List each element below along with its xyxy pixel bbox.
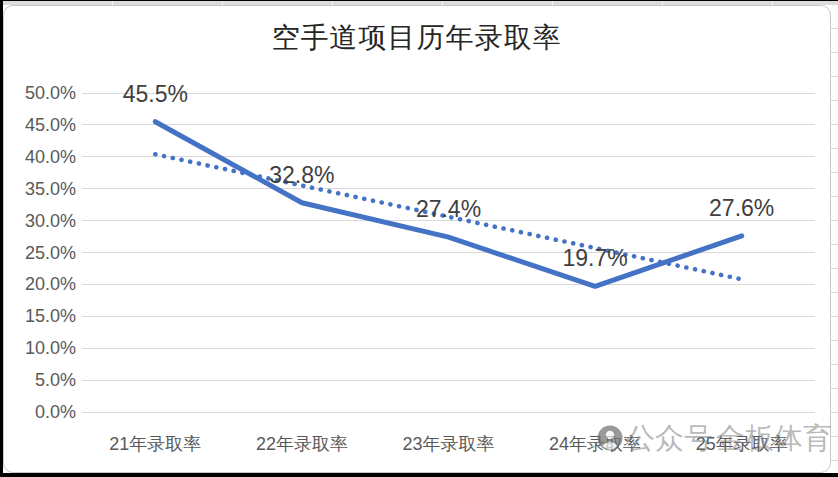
gridline [82,93,815,94]
x-axis-category-label: 23年录取率 [402,433,494,455]
data-point-label: 27.4% [416,197,481,221]
y-axis-tick-label: 0.0% [4,402,76,422]
gridline [82,188,815,189]
x-axis-category-label: 21年录取率 [109,433,201,455]
data-point-label: 27.6% [709,196,774,220]
y-axis-tick-label: 50.0% [4,83,76,103]
chart-title: 空手道项目历年录取率 [3,19,830,57]
y-axis-tick-label: 45.0% [4,115,76,135]
x-axis-category-label: 24年录取率 [549,433,641,455]
y-axis-tick-label: 30.0% [4,211,76,231]
data-point-label: 32.8% [269,163,334,187]
gridline [82,284,815,285]
y-axis-tick-label: 40.0% [4,147,76,167]
gridline [82,348,815,349]
screen-border-left [0,0,3,477]
gridline [82,156,815,157]
gridline [82,412,815,413]
y-axis-tick-label: 20.0% [4,274,76,294]
gridline [82,316,815,317]
spreadsheet-right-column [831,5,838,473]
y-axis-tick-label: 5.0% [4,370,76,390]
y-axis-tick-label: 35.0% [4,179,76,199]
y-axis-tick-label: 25.0% [4,243,76,263]
data-point-label: 45.5% [123,82,188,106]
data-point-label: 19.7% [562,246,627,270]
x-axis-category-label: 22年录取率 [256,433,348,455]
screen-border-top [0,0,838,1]
y-axis-tick-label: 15.0% [4,306,76,326]
screenshot-root: 空手道项目历年录取率 50.0% 45.0% 40.0% 35.0% 30.0% 25.0… [0,0,838,477]
gridline [82,252,815,253]
y-axis-tick-label: 10.0% [4,338,76,358]
screen-border-bottom [0,473,838,477]
gridline [82,124,815,125]
x-axis-category-label: 25年录取率 [696,433,788,455]
chart-canvas[interactable] [3,5,831,473]
gridline [82,380,815,381]
